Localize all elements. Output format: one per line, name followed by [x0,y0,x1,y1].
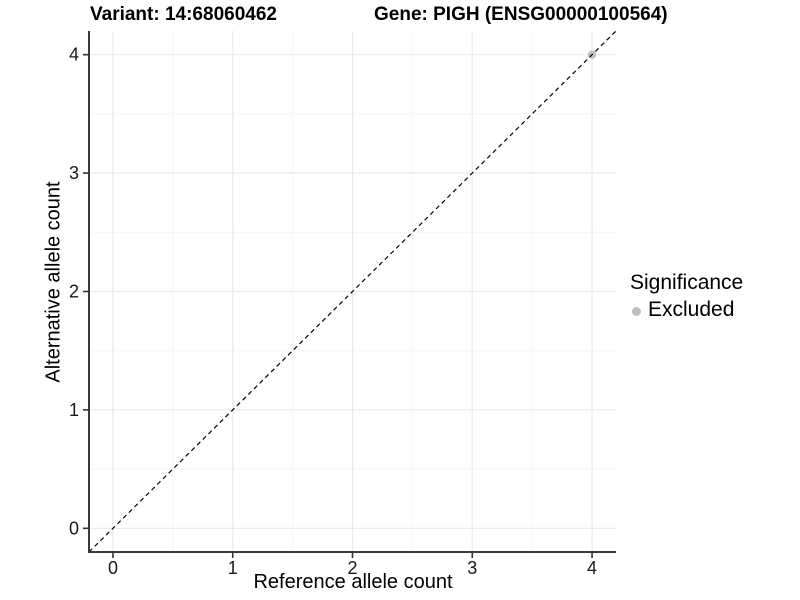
y-tick-label: 2 [69,282,79,302]
x-axis-title: Reference allele count [253,571,453,593]
legend-item-excluded: Excluded [630,298,743,322]
legend: Significance Excluded [630,271,743,322]
y-tick-label: 0 [69,518,79,538]
point-marker-icon [632,306,641,316]
y-tick-label: 1 [69,400,79,420]
x-tick-label: 3 [467,558,477,578]
plot-title-gene: Gene: PIGH (ENSG00000100564) [374,4,668,25]
x-tick-label: 1 [228,558,238,578]
y-tick-label: 4 [69,45,79,65]
plot-title-variant: Variant: 14:68060462 [90,4,277,25]
legend-title: Significance [630,271,744,294]
x-tick-label: 2 [347,558,357,578]
legend-item-label: Excluded [648,298,735,321]
identity-reference-line [88,30,617,553]
y-tick-label: 3 [69,163,79,183]
y-axis-title: Alternative allele count [42,181,65,383]
x-tick-label: 0 [108,558,118,578]
x-tick-label: 4 [587,558,597,578]
